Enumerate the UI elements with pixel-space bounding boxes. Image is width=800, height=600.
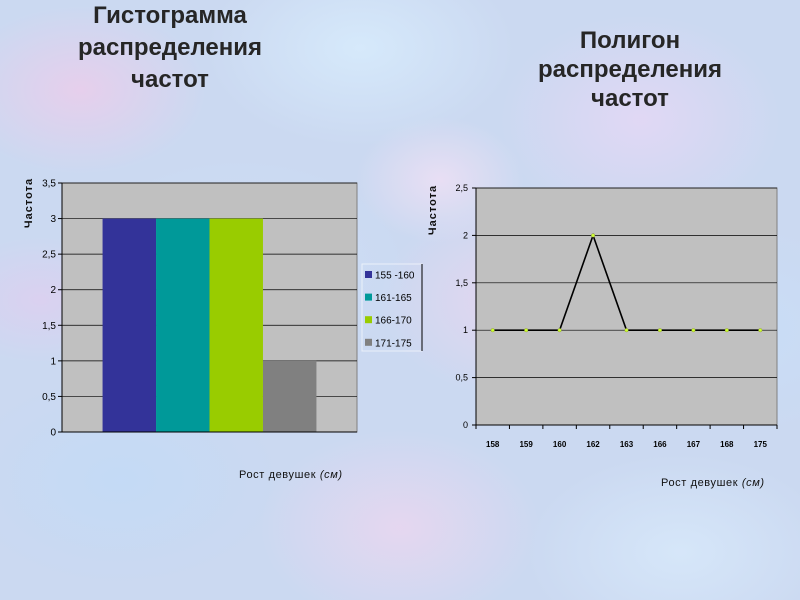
polygon-x-axis-title-text: Рост девушек bbox=[661, 477, 739, 489]
histogram-x-axis-title-text: Рост девушек bbox=[239, 469, 317, 481]
histogram-legend-label: 155 -160 bbox=[375, 271, 415, 282]
polygon-y-tick-label: 1,5 bbox=[455, 278, 468, 288]
polygon-y-tick-label: 1 bbox=[463, 325, 468, 335]
polygon-title: Полигон распределения частот bbox=[510, 26, 750, 113]
polygon-x-tick-label: 160 bbox=[553, 440, 567, 449]
polygon-plot-area bbox=[475, 187, 778, 426]
polygon-y-tick-label: 0,5 bbox=[455, 373, 468, 383]
histogram-legend-swatch bbox=[365, 338, 372, 346]
polygon-point bbox=[524, 328, 529, 333]
histogram-title-line: распределения bbox=[78, 34, 262, 61]
polygon-y-axis-title: Частота bbox=[427, 185, 439, 235]
polygon-point bbox=[691, 328, 696, 333]
histogram-legend-swatch bbox=[365, 293, 372, 301]
polygon-point bbox=[557, 328, 562, 333]
polygon-title-line: распределения bbox=[538, 56, 722, 83]
histogram-y-tick-label: 1 bbox=[50, 356, 56, 367]
histogram-bar bbox=[262, 360, 317, 432]
histogram-legend-label: 166-170 bbox=[375, 316, 412, 327]
polygon-x-tick-label: 166 bbox=[653, 440, 667, 449]
polygon-x-axis-title: Рост девушек (см) bbox=[661, 477, 765, 489]
polygon-point bbox=[490, 328, 495, 333]
histogram-y-tick-label: 0 bbox=[50, 428, 56, 439]
polygon-point bbox=[758, 328, 763, 333]
polygon-y-tick-label: 2 bbox=[463, 230, 468, 240]
histogram-x-axis-title: Рост девушек (см) bbox=[239, 469, 343, 481]
histogram-legend-label: 161-165 bbox=[375, 293, 412, 304]
polygon-x-tick-label: 168 bbox=[720, 440, 734, 449]
polygon-point bbox=[724, 328, 729, 333]
histogram-y-axis-title: Частота bbox=[23, 178, 35, 228]
histogram-title: Гистограмма распределения частот bbox=[50, 0, 290, 96]
polygon-y-tick-label: 2,5 bbox=[455, 183, 468, 193]
polygon-x-tick-label: 163 bbox=[620, 440, 634, 449]
polygon-x-tick-label: 167 bbox=[687, 440, 701, 449]
histogram-legend-swatch bbox=[365, 316, 372, 324]
histogram-legend-label: 171-175 bbox=[375, 338, 412, 349]
polygon-x-tick-label: 175 bbox=[754, 440, 768, 449]
histogram-y-tick-label: 3 bbox=[50, 214, 56, 225]
polygon-x-tick-label: 159 bbox=[519, 440, 533, 449]
polygon-x-tick-label: 162 bbox=[586, 440, 600, 449]
histogram-title-line: частот bbox=[131, 66, 209, 93]
histogram-bar bbox=[209, 218, 263, 432]
polygon-y-tick-label: 0 bbox=[463, 420, 468, 430]
histogram-bar bbox=[102, 218, 157, 432]
histogram-chart: 0 0,5 1 1,5 2 2,5 3 3,5 155 -160 161-165 166-170 17… bbox=[23, 178, 423, 439]
histogram-y-tick-label: 2 bbox=[50, 285, 56, 296]
polygon-title-line: Полигон bbox=[579, 27, 681, 54]
polygon-x-tick-label: 158 bbox=[486, 440, 500, 449]
polygon-point bbox=[624, 328, 629, 333]
histogram-y-tick-label: 3,5 bbox=[42, 179, 56, 190]
polygon-x-axis-title-unit: (см) bbox=[741, 477, 765, 489]
histogram-title-line: Гистограмма bbox=[93, 2, 247, 29]
polygon-title-line: частот bbox=[591, 85, 669, 112]
polygon-point bbox=[657, 328, 662, 333]
histogram-x-axis-title-unit: (см) bbox=[319, 469, 343, 481]
histogram-y-tick-label: 1,5 bbox=[42, 321, 56, 332]
histogram-bar bbox=[156, 218, 210, 432]
polygon-point bbox=[591, 233, 596, 238]
histogram-y-tick-label: 0,5 bbox=[42, 392, 56, 403]
histogram-legend-swatch bbox=[365, 271, 372, 278]
histogram-y-tick-label: 2,5 bbox=[42, 250, 56, 261]
polygon-chart: 0 0,5 1 1,5 2 2,5 158 159 160 162 163 166 167 168 175 Ч… bbox=[427, 183, 778, 449]
